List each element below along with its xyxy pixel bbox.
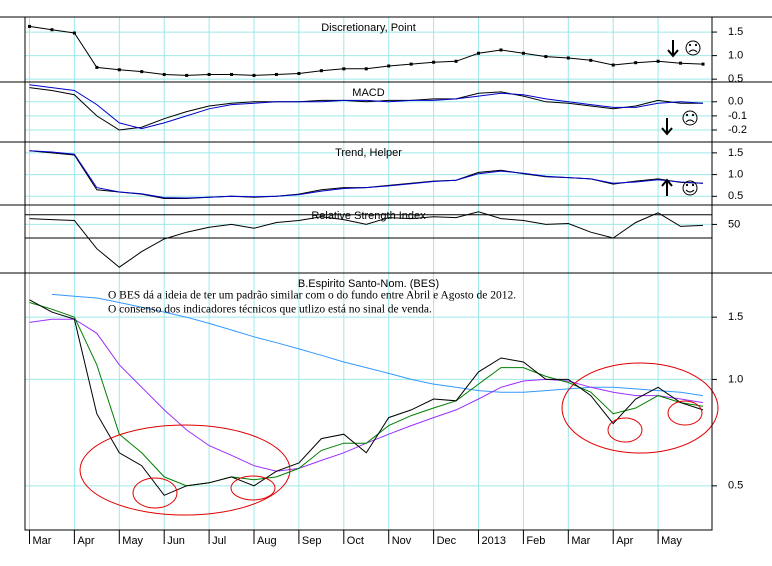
- down-arrow: [667, 40, 679, 58]
- series-point: [409, 62, 413, 66]
- series-line: [29, 150, 704, 199]
- series-point: [656, 59, 660, 63]
- y-tick-label: -0.1: [728, 110, 747, 122]
- y-tick-label: 0.0: [728, 96, 743, 108]
- y-tick-label: 1.5: [728, 26, 743, 38]
- series-point: [274, 72, 278, 76]
- highlights: [79, 362, 719, 516]
- x-tick-label: Dec: [437, 535, 457, 547]
- series-point: [27, 24, 31, 28]
- series-line: [51, 293, 704, 397]
- x-tick-label: Oct: [347, 535, 364, 547]
- series-line: [29, 299, 704, 496]
- annotation: O consenso dos indicadores técnicos que …: [108, 304, 432, 316]
- y-tick-label: 50: [728, 218, 740, 230]
- series-point: [477, 51, 481, 55]
- series-point: [72, 31, 76, 35]
- sad-face: [682, 110, 698, 126]
- x-tick-label: Apr: [77, 535, 94, 547]
- series-line: [29, 84, 704, 130]
- y-tick-label: 1.0: [728, 168, 743, 180]
- highlight-ellipse: [607, 417, 643, 443]
- panel-title: B.Espirito Santo-Nom. (BES): [298, 278, 439, 290]
- y-tick-label: 1.0: [728, 373, 743, 385]
- x-tick-label: Apr: [616, 535, 633, 547]
- series-point: [185, 73, 189, 77]
- series-point: [252, 73, 256, 77]
- y-tick-label: 0.5: [728, 73, 743, 85]
- series-point: [387, 64, 391, 68]
- series-point: [701, 62, 705, 66]
- x-tick-label: May: [661, 535, 682, 547]
- series-point: [319, 69, 323, 73]
- series-point: [342, 67, 346, 71]
- series-point: [207, 72, 211, 76]
- series-point: [432, 60, 436, 64]
- down-arrow: [661, 118, 673, 136]
- grid-layer: [25, 17, 712, 530]
- highlight-ellipse: [79, 424, 291, 516]
- y-tick-label: 0.5: [728, 480, 743, 492]
- series-line: [29, 318, 704, 472]
- happy-face: [682, 180, 698, 196]
- highlight-ellipse: [667, 400, 703, 426]
- x-tick-label: May: [122, 535, 143, 547]
- series-point: [230, 72, 234, 76]
- panel-title: Trend, Helper: [335, 147, 402, 159]
- sad-face: [685, 40, 701, 56]
- x-tick-label: Jul: [212, 535, 226, 547]
- y-tick-label: 1.5: [728, 311, 743, 323]
- x-tick-label: Nov: [392, 535, 412, 547]
- y-tick-label: 1.5: [728, 147, 743, 159]
- panel-title: Relative Strength Index: [311, 210, 426, 222]
- highlight-ellipse: [132, 477, 178, 509]
- panel-title: Discretionary, Point: [321, 22, 416, 34]
- series-point: [162, 72, 166, 76]
- x-tick-label: Mar: [571, 535, 590, 547]
- series-point: [634, 61, 638, 65]
- series-point: [544, 55, 548, 59]
- x-tick-label: Sep: [302, 535, 322, 547]
- series-point: [566, 56, 570, 60]
- series-point: [117, 68, 121, 72]
- series-point: [50, 28, 54, 32]
- series-point: [521, 51, 525, 55]
- up-arrow: [661, 178, 673, 196]
- series-point: [140, 70, 144, 74]
- signals: [661, 40, 701, 196]
- x-tick-label: Mar: [32, 535, 51, 547]
- line-layer: [27, 24, 705, 496]
- y-tick-label: 1.0: [728, 50, 743, 62]
- series-line: [29, 211, 704, 268]
- x-tick-label: Feb: [526, 535, 545, 547]
- series-point: [499, 48, 503, 52]
- panel-title: MACD: [352, 87, 384, 99]
- highlight-ellipse: [561, 362, 719, 454]
- y-tick-label: -0.2: [728, 124, 747, 136]
- series-point: [297, 72, 301, 76]
- frame-layer: 1.5 1.0 0.5 Discretionary, Point 0.0 -0.1 -0.2…: [0, 16, 772, 547]
- series-point: [679, 61, 683, 65]
- x-tick-label: Aug: [257, 535, 277, 547]
- series-line: [29, 87, 703, 131]
- series-point: [454, 59, 458, 63]
- series-point: [611, 63, 615, 67]
- series-point: [589, 58, 593, 62]
- annotation: O BES dá a ideia de ter um padrão simila…: [108, 290, 516, 302]
- series-line: [29, 302, 704, 487]
- x-tick-label: 2013: [482, 535, 506, 547]
- series-point: [364, 67, 368, 71]
- series-point: [95, 65, 99, 69]
- highlight-ellipse: [230, 475, 276, 501]
- x-tick-label: Jun: [167, 535, 185, 547]
- y-tick-label: 0.5: [728, 190, 743, 202]
